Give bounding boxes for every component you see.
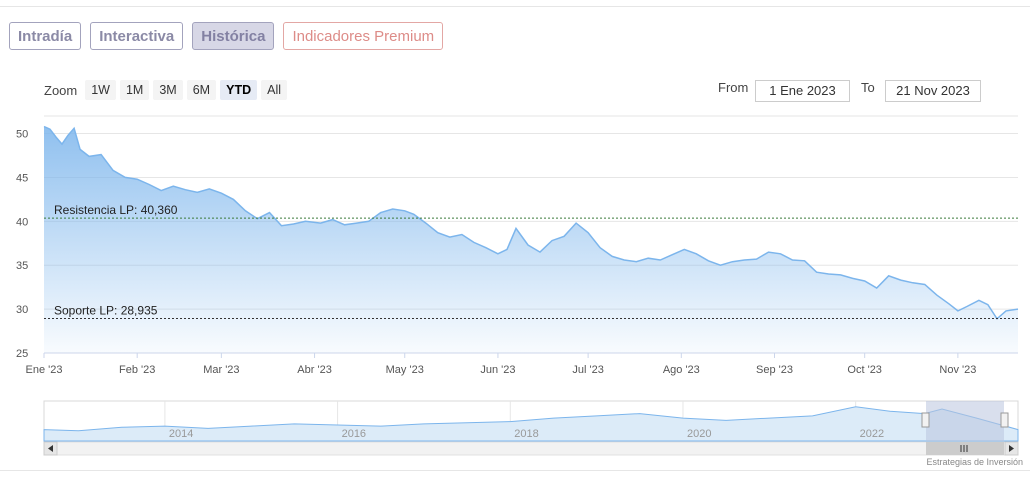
- arrow-left-icon: [48, 445, 53, 452]
- zoom-ytd-button[interactable]: YTD: [220, 80, 258, 100]
- chart-mode-tabs: Intradía Interactiva Histórica Indicador…: [9, 22, 444, 50]
- scrollbar-track[interactable]: [43, 441, 1019, 456]
- chart-credit: Estrategias de Inversión: [926, 457, 1023, 467]
- y-tick-label: 35: [16, 260, 28, 272]
- x-tick-label: Ago '23: [663, 364, 700, 376]
- navigator-tick-label: 2014: [169, 428, 193, 440]
- y-tick-label: 40: [16, 216, 28, 228]
- navigator-scrollbar[interactable]: [43, 441, 1019, 456]
- zoom-label: Zoom: [44, 82, 78, 98]
- navigator-selection[interactable]: [926, 401, 1004, 441]
- range-from-label: From: [718, 80, 749, 95]
- resistance-label: Resistencia LP: 40,360: [54, 203, 178, 217]
- x-tick-label: Ene '23: [26, 364, 63, 376]
- x-tick-label: Mar '23: [203, 364, 239, 376]
- y-tick-label: 25: [16, 348, 28, 360]
- y-tick-label: 45: [16, 172, 28, 184]
- range-to-input[interactable]: 21 Nov 2023: [885, 80, 981, 102]
- navigator[interactable]: 2014 2016 2018 2020 2022: [43, 400, 1019, 442]
- x-tick-label: Oct '23: [847, 364, 882, 376]
- tab-historica[interactable]: Histórica: [192, 22, 275, 50]
- navigator-tick-label: 2016: [342, 428, 366, 440]
- zoom-all-button[interactable]: All: [261, 80, 288, 100]
- support-label: Soporte LP: 28,935: [54, 303, 158, 317]
- zoom-1m-button[interactable]: 1M: [119, 80, 150, 100]
- x-tick-label: May '23: [386, 364, 424, 376]
- x-tick-label: Jul '23: [572, 364, 603, 376]
- navigator-tick-label: 2020: [687, 428, 711, 440]
- top-divider: [0, 6, 1030, 7]
- x-tick-label: Abr '23: [297, 364, 332, 376]
- navigator-left-handle[interactable]: [921, 412, 930, 428]
- bottom-divider: [0, 470, 1030, 471]
- y-tick-label: 30: [16, 304, 28, 316]
- zoom-3m-button[interactable]: 3M: [153, 80, 183, 100]
- tab-indicadores-premium[interactable]: Indicadores Premium: [283, 22, 444, 50]
- navigator-tick-label: 2022: [860, 428, 884, 440]
- tab-intradia[interactable]: Intradía: [9, 22, 82, 50]
- x-tick-label: Sep '23: [756, 364, 793, 376]
- zoom-selector: Zoom 1W 1M 3M 6M YTD All: [44, 80, 288, 100]
- arrow-right-icon: [1009, 445, 1014, 452]
- x-tick-label: Feb '23: [119, 364, 155, 376]
- range-from-input[interactable]: 1 Ene 2023: [755, 80, 850, 102]
- x-tick-label: Nov '23: [939, 364, 976, 376]
- zoom-1w-button[interactable]: 1W: [85, 80, 116, 100]
- navigator-tick-label: 2018: [514, 428, 538, 440]
- scrollbar-thumb[interactable]: [926, 442, 1004, 455]
- tab-interactiva[interactable]: Interactiva: [90, 22, 184, 50]
- navigator-right-handle[interactable]: [1000, 412, 1009, 428]
- scrollbar-grip-icon: [960, 445, 968, 452]
- range-to-label: To: [861, 80, 875, 95]
- y-tick-label: 50: [16, 129, 28, 141]
- price-area: [44, 126, 1018, 353]
- price-line: [43, 125, 1019, 320]
- zoom-6m-button[interactable]: 6M: [186, 80, 217, 100]
- x-tick-label: Jun '23: [480, 364, 515, 376]
